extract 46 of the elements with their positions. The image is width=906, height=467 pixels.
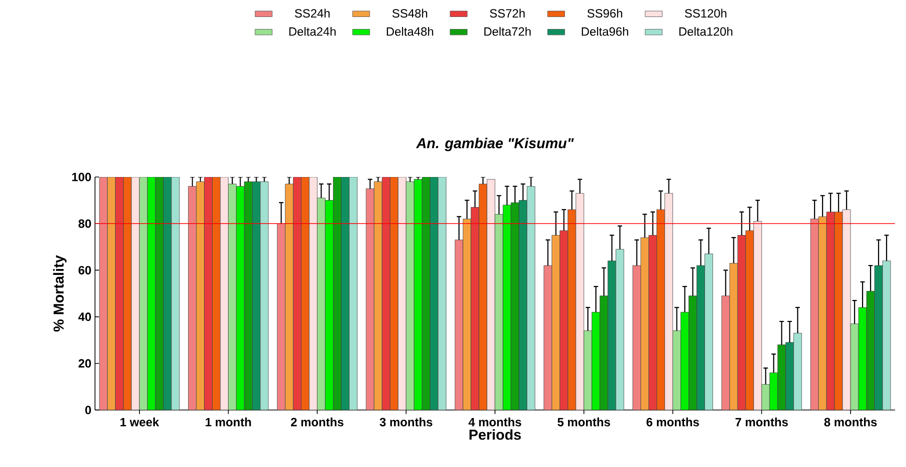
- x-tick-label: 6 months: [646, 418, 699, 426]
- legend-label: SS48h: [392, 8, 428, 18]
- x-tick-label: 8 months: [824, 418, 877, 426]
- legend-label: SS72h: [490, 8, 525, 18]
- x-tick-label: 3 months: [380, 418, 432, 426]
- x-tick-label: 1 month: [206, 418, 251, 426]
- x-tick-label: 5 months: [558, 418, 610, 426]
- bar: [560, 230, 568, 410]
- bar: [648, 235, 657, 410]
- y-tick-label: 20: [78, 359, 91, 368]
- y-tick-label: 80: [78, 219, 91, 228]
- bar: [640, 237, 649, 410]
- bar: [729, 263, 738, 410]
- bar: [374, 181, 382, 410]
- bar: [277, 223, 286, 410]
- y-tick-label: 60: [78, 266, 91, 274]
- x-axis-title: Periods: [470, 429, 521, 440]
- bar: [632, 265, 641, 410]
- bar: [285, 184, 294, 410]
- legend-label: Delta48h: [386, 26, 434, 36]
- y-tick-label: 100: [72, 172, 91, 182]
- bar: [737, 235, 746, 410]
- legend-label: Delta72h: [484, 26, 531, 36]
- bar: [552, 235, 560, 410]
- x-tick-label: 1 week: [120, 418, 160, 426]
- y-axis-title: % Mortality: [53, 255, 67, 332]
- bar: [382, 177, 390, 410]
- bar: [544, 265, 552, 410]
- legend-label: SS24h: [294, 8, 330, 18]
- bar: [721, 296, 730, 410]
- x-tick-label: 7 months: [736, 418, 788, 426]
- legend-label: Delta120h: [679, 26, 732, 36]
- legend-label: SS120h: [684, 8, 726, 18]
- legend-label: Delta24h: [289, 26, 336, 36]
- x-tick-label: 2 months: [290, 418, 344, 426]
- y-tick-label: 40: [78, 312, 91, 322]
- legend-label: SS96h: [587, 8, 622, 18]
- bar: [196, 181, 205, 410]
- y-tick-label: 0: [85, 406, 91, 414]
- bar: [188, 186, 197, 410]
- bar: [366, 188, 374, 410]
- bar: [204, 177, 213, 410]
- x-tick-label: 4 months: [468, 418, 522, 426]
- bar: [293, 177, 302, 410]
- legend-label: Delta96h: [582, 26, 628, 36]
- chart-title: An. gambiae "Kisumu": [416, 138, 574, 152]
